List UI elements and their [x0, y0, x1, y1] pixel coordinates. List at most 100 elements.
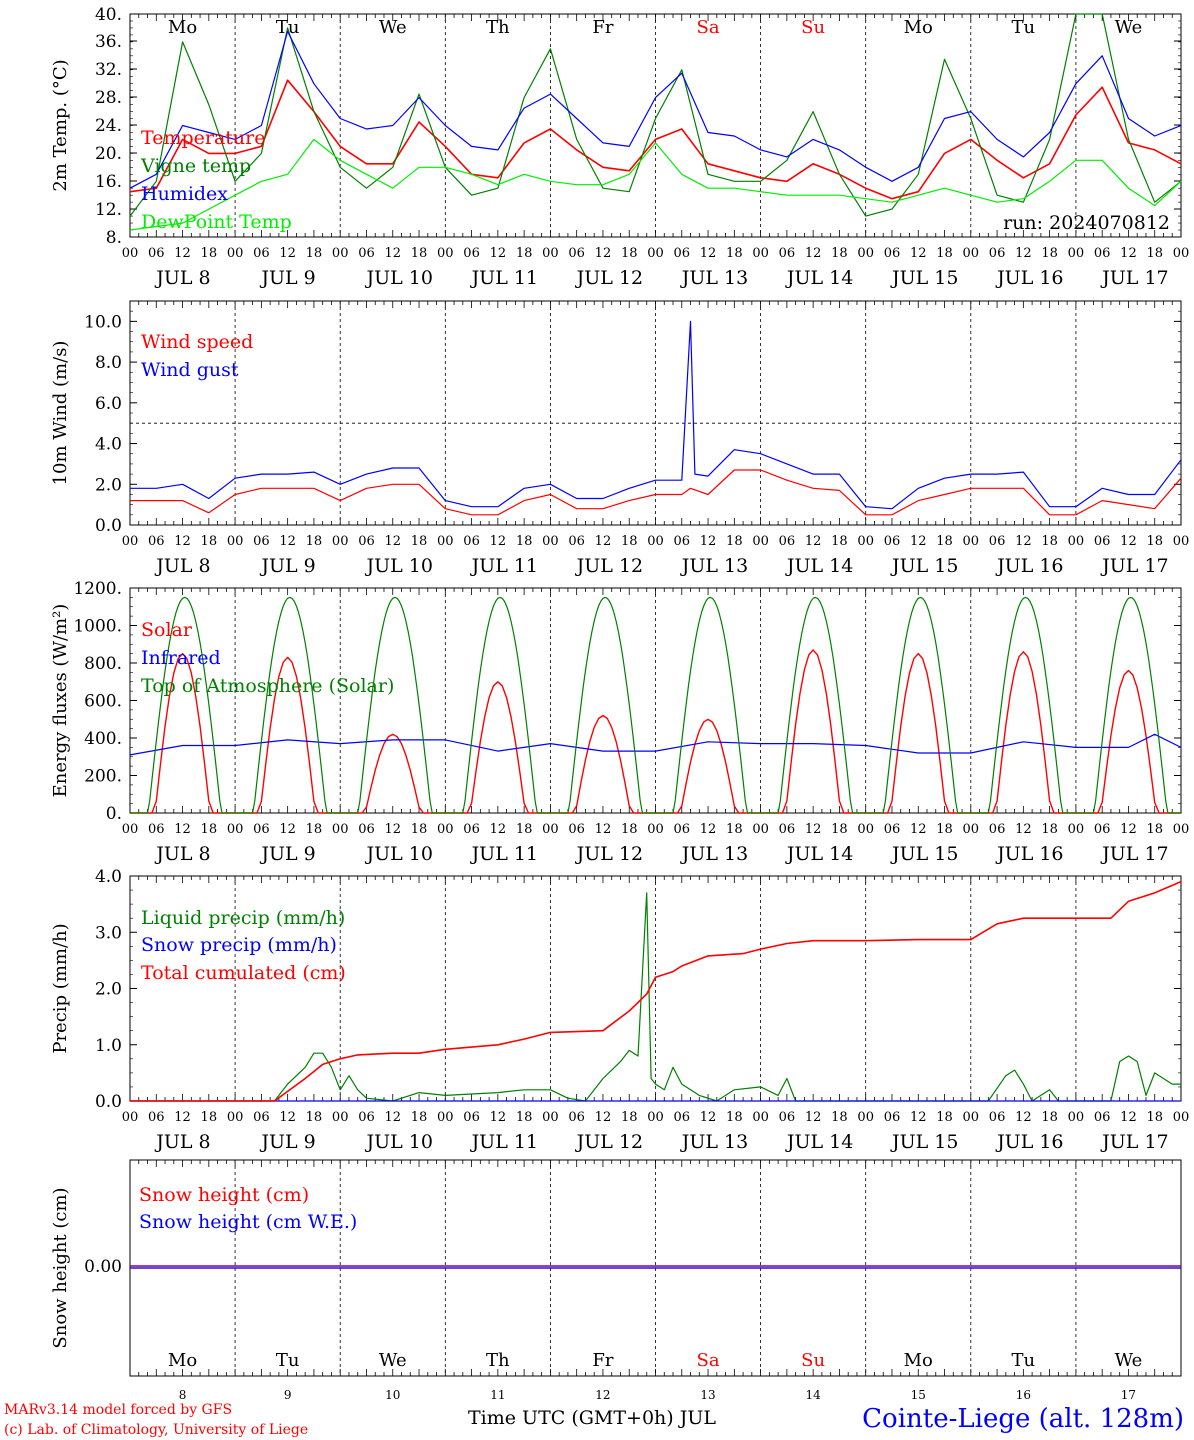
- x-date-label: JUL 10: [364, 267, 432, 289]
- x-tick-label: 00: [332, 1110, 349, 1125]
- x-tick-label: 18: [516, 822, 533, 837]
- panel-frame: [129, 587, 1182, 814]
- x-date-label: JUL 8: [154, 843, 210, 865]
- x-tick-label: 06: [674, 1110, 691, 1125]
- x-tick-label: 12: [1015, 246, 1032, 261]
- x-tick-label: 12: [1015, 1110, 1032, 1125]
- x-tick-label: 00: [647, 246, 664, 261]
- x-tick-label: 06: [568, 246, 585, 261]
- y-axis-title: 10m Wind (m/s): [50, 341, 71, 486]
- x-tick-label: 12: [805, 822, 822, 837]
- y-tick-label: 800.: [84, 654, 122, 674]
- x-date-label: JUL 13: [680, 555, 748, 577]
- x-tick-label: 18: [726, 1110, 743, 1125]
- x-date-label: JUL 11: [470, 555, 538, 577]
- x-tick-label: 18: [621, 822, 638, 837]
- x-tick-label: 12: [174, 246, 191, 261]
- day-number: 16: [1016, 1388, 1031, 1402]
- legend-entry: Vigne temp: [140, 155, 251, 177]
- x-tick-label: 18: [726, 246, 743, 261]
- y-tick-label: 3.0: [95, 923, 122, 943]
- x-tick-label: 06: [358, 822, 375, 837]
- x-tick-label: 12: [595, 822, 612, 837]
- day-of-week: Sa: [697, 1350, 720, 1371]
- x-tick-label: 12: [279, 534, 296, 549]
- x-hour-labels: 00 06 12 18 00 06 12 18 00 06 12 18 00 06 12 18 00 06 12 18…: [122, 246, 1190, 289]
- panel-precip: 0.0 1.0 2.0 3.0 4.0 Precip (mm/h) 00 06 12 18 00 06…: [50, 867, 1189, 1153]
- y-axis-title: Precip (mm/h): [50, 923, 71, 1053]
- x-date-label: JUL 16: [995, 843, 1063, 865]
- x-date-label: JUL 14: [785, 555, 853, 577]
- x-tick-label: 18: [1146, 246, 1163, 261]
- x-tick-label: 06: [358, 1110, 375, 1125]
- x-tick-label: 00: [1173, 1110, 1190, 1125]
- y-tick-label: 1200.: [73, 579, 122, 599]
- y-tick-label: 36.: [95, 32, 122, 52]
- x-tick-label: 00: [1173, 534, 1190, 549]
- x-tick-label: 06: [989, 246, 1006, 261]
- x-tick-label: 06: [463, 534, 480, 549]
- day-of-week: We: [1115, 17, 1143, 38]
- day-number: 13: [700, 1388, 715, 1402]
- x-tick-label: 12: [910, 822, 927, 837]
- x-tick-label: 06: [674, 534, 691, 549]
- x-tick-label: 12: [279, 1110, 296, 1125]
- y-tick-label: 28.: [95, 88, 122, 108]
- day-of-week: Fr: [592, 1350, 613, 1371]
- x-date-label: JUL 13: [680, 1131, 748, 1153]
- day-number: 12: [595, 1388, 610, 1402]
- x-date-label: JUL 12: [575, 555, 643, 577]
- x-tick-label: 06: [148, 534, 165, 549]
- x-date-label: JUL 17: [1100, 843, 1168, 865]
- x-tick-label: 00: [752, 822, 769, 837]
- x-tick-label: 18: [726, 534, 743, 549]
- x-tick-label: 12: [1120, 246, 1137, 261]
- x-tick-label: 12: [279, 822, 296, 837]
- x-tick-label: 00: [647, 822, 664, 837]
- credit-line-2: (c) Lab. of Climatology, University of L…: [4, 1422, 308, 1438]
- legend-entry: Total cumulated (cm): [141, 962, 346, 984]
- x-tick-label: 06: [148, 1110, 165, 1125]
- day-number: 8: [179, 1388, 187, 1402]
- x-tick-label: 00: [1173, 822, 1190, 837]
- x-tick-label: 12: [174, 534, 191, 549]
- x-tick-label: 06: [1094, 246, 1111, 261]
- y-axis-title: Energy fluxes (W/m²): [50, 604, 71, 798]
- y-tick-label: 4.0: [95, 435, 122, 455]
- x-tick-label: 00: [227, 534, 244, 549]
- day-of-week: Tu: [1012, 1350, 1036, 1371]
- run-label: run: 2024070812: [1003, 212, 1170, 234]
- x-tick-label: 12: [490, 1110, 507, 1125]
- legend-entry: Liquid precip (mm/h): [141, 907, 345, 929]
- x-tick-label: 00: [437, 822, 454, 837]
- x-tick-label: 12: [384, 822, 401, 837]
- x-tick-label: 18: [831, 246, 848, 261]
- x-tick-label: 06: [884, 822, 901, 837]
- x-date-label: JUL 9: [259, 267, 315, 289]
- x-tick-label: 18: [621, 1110, 638, 1125]
- panel-temperature: 8. 12. 16. 20. 24. 28. 32. 36. 40. 2m Temp. (°C) 0…: [50, 5, 1189, 289]
- day-of-week: Mo: [168, 17, 197, 38]
- x-tick-label: 18: [1146, 534, 1163, 549]
- day-of-week: Su: [801, 17, 825, 38]
- x-tick-label: 00: [857, 246, 874, 261]
- x-tick-label: 00: [752, 534, 769, 549]
- x-tick-label: 12: [1015, 822, 1032, 837]
- x-tick-label: 00: [227, 246, 244, 261]
- x-tick-label: 06: [1094, 1110, 1111, 1125]
- x-tick-label: 18: [411, 822, 428, 837]
- series-line: [129, 79, 1182, 200]
- x-date-label: JUL 17: [1100, 267, 1168, 289]
- x-tick-label: 00: [647, 534, 664, 549]
- x-tick-label: 06: [253, 534, 270, 549]
- legend-entry: Wind speed: [141, 331, 253, 353]
- day-number: 9: [284, 1388, 292, 1402]
- day-of-week: Mo: [168, 1350, 197, 1371]
- x-hour-labels: 00 06 12 18 00 06 12 18 00 06 12 18 00 06 12 18 00 06 12 18…: [122, 534, 1190, 577]
- x-tick-label: 18: [621, 246, 638, 261]
- x-tick-label: 18: [1041, 246, 1058, 261]
- x-tick-label: 18: [306, 822, 323, 837]
- x-tick-label: 18: [831, 822, 848, 837]
- x-date-label: JUL 9: [259, 1131, 315, 1153]
- series-line: [130, 320, 1182, 510]
